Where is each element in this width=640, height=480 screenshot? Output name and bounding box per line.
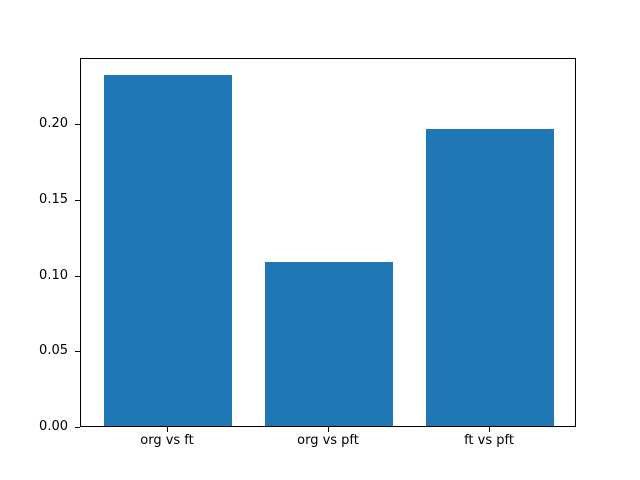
y-tick-label: 0.00 xyxy=(39,419,68,434)
bar-ft-vs-pft xyxy=(425,129,555,426)
y-tick-mark xyxy=(75,427,80,428)
y-tick-label: 0.05 xyxy=(39,343,68,359)
plot-area xyxy=(80,58,576,427)
x-tick-mark xyxy=(167,427,168,432)
y-tick-label: 0.15 xyxy=(39,191,68,207)
y-tick-label: 0.10 xyxy=(39,267,68,283)
x-tick-label: org vs ft xyxy=(140,433,194,448)
x-tick-label: ft vs pft xyxy=(464,433,514,448)
x-tick-mark xyxy=(489,427,490,432)
bar-org-vs-ft xyxy=(103,74,233,426)
y-tick-label: 0.20 xyxy=(39,116,68,131)
x-tick-label: org vs pft xyxy=(297,433,359,448)
bar-org-vs-pft xyxy=(264,262,394,426)
x-tick-mark xyxy=(328,427,329,432)
